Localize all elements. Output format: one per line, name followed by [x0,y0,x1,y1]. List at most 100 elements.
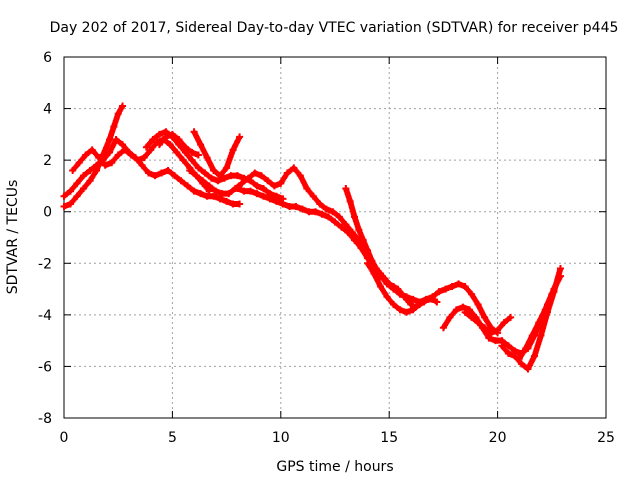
data-point [377,270,385,278]
data-point [166,141,174,149]
y-tick-label: -8 [38,411,52,427]
data-point [216,195,224,203]
data-point [67,187,75,195]
data-point [93,166,101,174]
plot-frame [63,56,607,419]
data-point [99,151,107,159]
data-point [435,288,443,296]
data-point [155,130,163,138]
data-point [296,172,304,180]
series-arc-12 [461,308,515,337]
data-point [272,197,280,205]
data-point [75,159,83,167]
data-point [266,195,274,203]
data-point [194,164,202,172]
tick-labels: 0 5 10 15 20 25 -8 -6 -4 -2 0 2 4 6 [38,50,615,446]
data-point [73,192,81,200]
data-point [175,136,183,144]
data-point [212,187,220,195]
data-point [396,306,404,314]
data-point [73,179,81,187]
data-point [259,192,267,200]
data-point [229,200,237,208]
data-point [190,128,198,136]
data-point [199,177,207,185]
data-point [229,146,237,154]
data-point [227,172,235,180]
data-point [140,154,148,162]
data-point [329,208,337,216]
data-point [223,197,231,205]
data-point [351,213,359,221]
data-point [69,166,77,174]
data-point [192,172,200,180]
data-point [298,205,306,213]
data-point [351,236,359,244]
data-point [149,136,157,144]
data-point [535,319,543,327]
data-point [537,331,545,339]
data-point [233,185,241,193]
data-point [168,130,176,138]
data-point [342,185,350,193]
data-point [277,179,285,187]
data-point [385,280,393,288]
series-arc-8 [233,185,502,337]
data-point [270,182,278,190]
x-tick-label: 5 [168,430,177,446]
data-point [253,182,261,190]
data-point [155,141,163,149]
data-point [86,177,94,185]
data-point [114,110,122,118]
data-point [381,275,389,283]
data-point [556,264,564,272]
data-point [80,172,88,180]
data-point [60,192,68,200]
data-point [474,301,482,309]
data-point [145,169,153,177]
data-point [316,200,324,208]
data-point [203,154,211,162]
data-point [205,182,213,190]
data-point [522,344,530,352]
data-point [186,166,194,174]
data-point [177,177,185,185]
plot-area [60,102,564,373]
data-point [500,319,508,327]
data-point [171,172,179,180]
data-point [303,185,311,193]
data-point [322,205,330,213]
data-point [355,226,363,234]
data-point [142,143,150,151]
data-point [541,306,549,314]
data-point [112,136,120,144]
data-point [95,154,103,162]
data-point [188,148,196,156]
data-point [246,187,254,195]
grid-lines [64,57,606,418]
data-point [253,190,261,198]
axis-ticks [63,56,607,419]
data-point [429,295,437,303]
data-point [383,293,391,301]
data-point [407,301,415,309]
series-arc-3 [69,136,213,195]
data-point [420,298,428,306]
data-point [197,141,205,149]
data-point [121,146,129,154]
data-point [494,326,502,334]
data-point [220,174,228,182]
data-point [203,192,211,200]
data-point [108,159,116,167]
data-point [448,282,456,290]
data-point [455,280,463,288]
data-point [240,187,248,195]
data-point [335,213,343,221]
data-point [416,301,424,309]
x-axis-label: GPS time / hours [276,459,393,475]
data-point [106,136,114,144]
data-point [190,187,198,195]
y-tick-label: 0 [43,205,52,221]
y-tick-label: -4 [38,308,52,324]
data-point [110,123,118,131]
